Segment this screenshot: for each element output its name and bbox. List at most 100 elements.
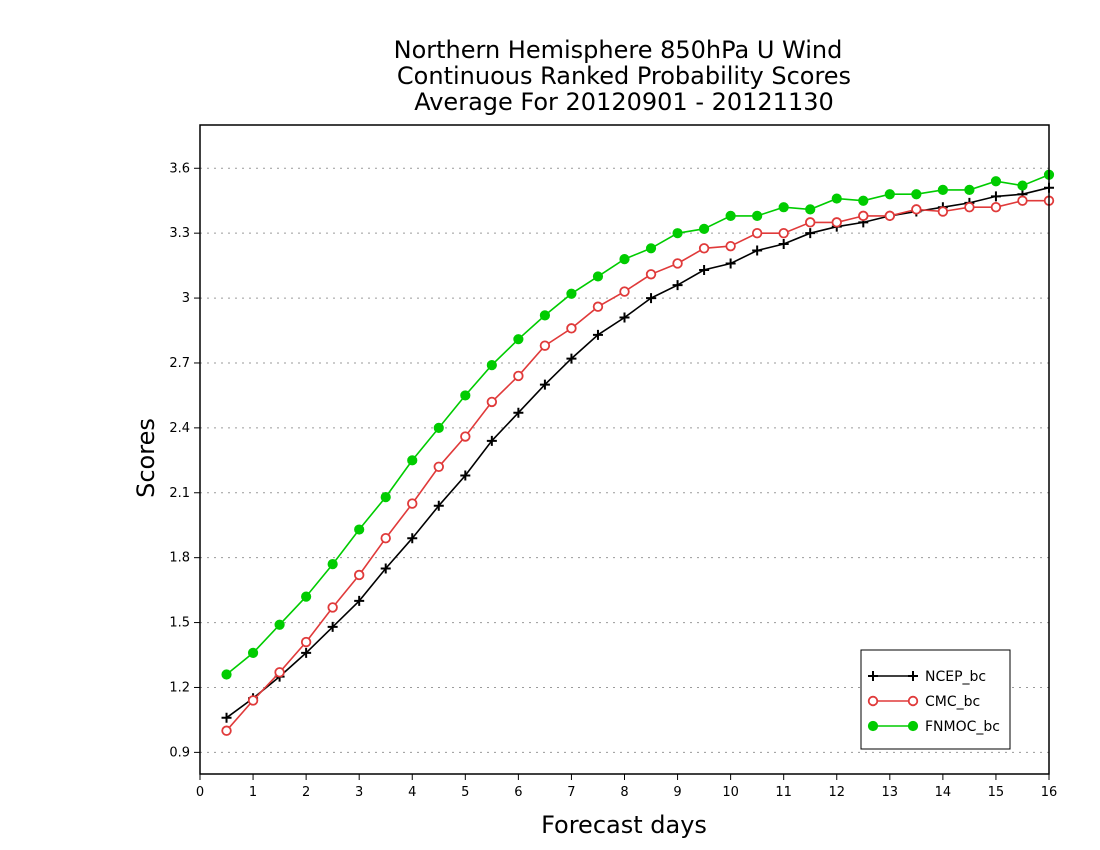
y-tick-label: 3.6 [169, 161, 190, 176]
y-tick-label: 3 [182, 291, 190, 306]
chart-title-line-1: Northern Hemisphere 850hPa U Wind [394, 36, 843, 64]
series-line [226, 186, 1050, 719]
data-point [539, 310, 551, 321]
data-point [486, 360, 497, 371]
y-axis-label: Scores [132, 418, 160, 498]
data-point [619, 286, 630, 297]
legend-item: FNMOC_bc [867, 719, 1000, 735]
data-point [778, 227, 789, 239]
y-tick-label: 2.7 [169, 356, 190, 371]
data-point [646, 293, 657, 304]
data-point [221, 725, 232, 736]
x-tick-label: 9 [673, 785, 681, 800]
x-tick-label: 12 [828, 785, 845, 800]
data-point [539, 379, 550, 390]
data-series [221, 169, 1055, 736]
data-point [831, 193, 842, 204]
x-tick-label: 15 [988, 785, 1005, 800]
x-tick-label: 11 [775, 785, 792, 800]
data-point [513, 334, 524, 345]
x-tick-label: 16 [1041, 785, 1058, 800]
legend-marker [907, 720, 919, 732]
data-point [619, 254, 630, 265]
data-point [380, 532, 391, 544]
legend-marker [907, 695, 919, 707]
data-point [805, 204, 816, 215]
data-point [805, 217, 816, 228]
y-tick-label: 2.4 [169, 421, 190, 436]
data-point [672, 228, 683, 239]
data-point [566, 323, 577, 334]
data-point [884, 210, 896, 222]
data-point [698, 223, 710, 234]
x-tick-label: 13 [882, 785, 899, 800]
series-line [225, 174, 1050, 676]
legend-marker [867, 695, 879, 707]
x-tick-label: 2 [302, 785, 310, 800]
data-point [672, 258, 683, 269]
data-point [407, 498, 418, 509]
data-point [990, 191, 1001, 202]
data-point [937, 184, 948, 195]
data-point [672, 280, 683, 291]
chart-title-line-2: Continuous Ranked Probability Scores [397, 62, 851, 90]
data-point [539, 340, 551, 351]
data-point [301, 647, 312, 658]
data-point [937, 206, 949, 217]
y-axis-ticks: 0.9 1.2 1.5 1.8 2.1 2.4 2.7 3 3.3 3.6 [169, 161, 200, 760]
data-point [884, 189, 895, 200]
data-point [513, 370, 524, 382]
data-point [327, 602, 338, 613]
data-point [911, 204, 922, 215]
data-point [566, 288, 577, 299]
data-point [460, 470, 471, 481]
series-ncep-bc [221, 182, 1054, 723]
legend-marker [868, 671, 878, 681]
data-point [990, 176, 1002, 187]
x-tick-label: 6 [514, 785, 522, 800]
y-tick-label: 0.9 [169, 745, 190, 760]
data-point [752, 210, 763, 221]
data-point [990, 202, 1002, 213]
data-point [327, 559, 338, 570]
legend: NCEP_bc CMC_bc FNMOC_bc [860, 649, 1011, 750]
x-tick-label: 3 [355, 785, 363, 800]
data-point [301, 591, 312, 602]
x-tick-label: 0 [196, 785, 204, 800]
y-tick-label: 3.3 [169, 226, 190, 241]
x-tick-label: 14 [935, 785, 952, 800]
data-point [380, 491, 391, 503]
data-point [486, 435, 497, 446]
legend-item: NCEP_bc [868, 669, 986, 685]
data-point [725, 240, 736, 252]
x-axis-ticks: 0 1 2 3 4 5 6 7 8 9 10 11 12 13 14 15 16 [196, 774, 1057, 800]
data-point [858, 195, 869, 206]
data-point [486, 396, 498, 408]
x-tick-label: 4 [408, 785, 416, 800]
series-fnmoc-bc [221, 169, 1055, 680]
data-point [513, 407, 524, 418]
data-point [831, 217, 842, 228]
y-tick-label: 1.2 [169, 680, 190, 695]
data-point [433, 500, 444, 511]
legend-box [860, 649, 1011, 750]
data-point [778, 202, 789, 213]
data-point [1017, 180, 1028, 191]
data-point [247, 647, 259, 658]
data-point [274, 667, 285, 678]
data-point [858, 210, 869, 222]
data-point [911, 189, 922, 200]
data-point [699, 264, 710, 275]
data-point [964, 184, 975, 195]
data-point [725, 210, 736, 221]
data-point [805, 228, 816, 239]
y-tick-label: 1.8 [169, 551, 190, 566]
data-point [725, 258, 736, 269]
data-point [380, 563, 391, 574]
y-tick-label: 1.5 [169, 616, 190, 631]
data-point [645, 243, 657, 254]
data-point [592, 271, 604, 282]
data-point [566, 353, 577, 364]
data-point [433, 422, 444, 433]
